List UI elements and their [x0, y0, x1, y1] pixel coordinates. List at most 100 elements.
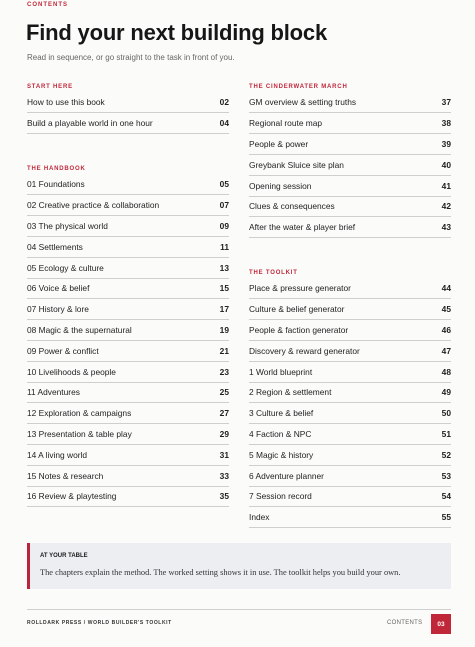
entry-title: 11 Adventures: [27, 387, 80, 398]
entry-title: Index: [249, 512, 270, 523]
entry-title: 14 A living world: [27, 449, 88, 460]
entry-page: 52: [441, 449, 451, 460]
entry-title: Clues & consequences: [249, 201, 335, 212]
callout-text: The chapters explain the method. The wor…: [40, 568, 401, 577]
entry-title: 6 Adventure planner: [249, 470, 324, 481]
toc-entry: 4 Faction & NPC 51: [249, 424, 451, 445]
entry-page: 11: [220, 241, 229, 252]
entry-title: Culture & belief generator: [249, 304, 345, 315]
entry-title: 2 Region & settlement: [249, 387, 332, 398]
toc-entry: 09 Power & conflict 21: [27, 341, 229, 362]
toc-entry: People & power 39: [249, 134, 451, 155]
entry-page: 38: [441, 118, 451, 129]
entry-page: 50: [441, 408, 451, 419]
entry-title: 4 Faction & NPC: [249, 429, 312, 440]
entry-title: 08 Magic & the supernatural: [27, 325, 132, 336]
entry-title: 15 Notes & research: [27, 470, 104, 481]
entry-page: 31: [219, 449, 229, 460]
page-title: Find your next building block: [26, 20, 327, 45]
entry-title: Regional route map: [249, 118, 323, 129]
entry-page: 45: [441, 304, 451, 315]
entry-page: 25: [219, 387, 229, 398]
toc-entry: Build a playable world in one hour 04: [27, 113, 229, 135]
toc-entry: 10 Livelihoods & people 23: [27, 362, 229, 383]
entry-page: 48: [441, 366, 451, 377]
toc-entry: 07 History & lore 17: [27, 299, 229, 321]
subtitle: Read in sequence, or go straight to the …: [27, 53, 235, 62]
entry-title: GM overview & setting truths: [249, 97, 357, 108]
entry-page: 42: [441, 201, 451, 212]
toc-entry: 08 Magic & the supernatural 19: [27, 320, 229, 341]
toc-entry: Regional route map 38: [249, 113, 451, 135]
entry-title: 10 Livelihoods & people: [27, 366, 116, 377]
entry-title: 13 Presentation & table play: [27, 429, 132, 440]
entry-title: People & power: [249, 139, 309, 150]
toc-entry: 13 Presentation & table play 29: [27, 424, 229, 445]
entry-page: 53: [441, 470, 451, 481]
entry-title: 1 World blueprint: [249, 366, 313, 377]
toc-entry: 04 Settlements 11: [27, 237, 229, 258]
entry-page: 21: [219, 345, 229, 356]
entry-page: 02: [219, 97, 229, 108]
toc-entry: Index 55: [249, 507, 451, 529]
entry-title: 02 Creative practice & collaboration: [27, 200, 160, 211]
entry-title: After the water & player brief: [249, 222, 356, 233]
entry-title: 7 Session record: [249, 491, 312, 502]
toc-entry: Greybank Sluice site plan 40: [249, 155, 451, 176]
footer-rule: [27, 609, 451, 610]
entry-page: 55: [441, 512, 451, 523]
toc-entry: 7 Session record 54: [249, 487, 451, 508]
entry-title: Opening session: [249, 180, 312, 191]
toc-entry: Discovery & reward generator 47: [249, 341, 451, 362]
toc-entry: Culture & belief generator 45: [249, 299, 451, 321]
entry-title: Discovery & reward generator: [249, 345, 360, 356]
toc-entry: 01 Foundations 05: [27, 175, 229, 196]
toc-entry: 12 Exploration & campaigns 27: [27, 403, 229, 425]
entry-title: Build a playable world in one hour: [27, 118, 153, 129]
toc-entry: 3 Culture & belief 50: [249, 403, 451, 425]
section-heading: THE HANDBOOK: [27, 166, 86, 172]
toc-entry: GM overview & setting truths 37: [249, 93, 451, 114]
entry-page: 39: [441, 139, 451, 150]
entry-title: 16 Review & playtesting: [27, 491, 117, 502]
entry-page: 46: [441, 325, 451, 336]
entry-page: 51: [441, 429, 451, 440]
entry-page: 23: [219, 366, 229, 377]
toc-entry: How to use this book 02: [27, 93, 229, 114]
entry-page: 13: [219, 262, 229, 273]
entry-page: 33: [219, 470, 229, 481]
toc-entry: 5 Magic & history 52: [249, 445, 451, 466]
section-heading: START HERE: [27, 84, 73, 90]
entry-title: Greybank Sluice site plan: [249, 159, 344, 170]
entry-page: 43: [441, 222, 451, 233]
toc-entry: Place & pressure generator 44: [249, 279, 451, 300]
entry-page: 27: [219, 408, 229, 419]
callout: AT YOUR TABLE The chapters explain the m…: [27, 543, 451, 589]
entry-title: 07 History & lore: [27, 304, 89, 315]
toc-entry: 03 The physical world 09: [27, 216, 229, 237]
toc-entry: 1 World blueprint 48: [249, 362, 451, 383]
toc-entry: 14 A living world 31: [27, 445, 229, 466]
entry-title: 3 Culture & belief: [249, 408, 314, 419]
entry-page: 47: [441, 345, 451, 356]
entry-page: 05: [219, 179, 229, 190]
entry-page: 19: [219, 325, 229, 336]
entry-page: 07: [219, 200, 229, 211]
section-heading: THE CINDERWATER MARCH: [249, 84, 348, 90]
entry-title: 05 Ecology & culture: [27, 262, 104, 273]
entry-page: 41: [441, 180, 451, 191]
entry-title: People & faction generator: [249, 325, 349, 336]
eyebrow: CONTENTS: [27, 2, 68, 8]
entry-title: Place & pressure generator: [249, 283, 351, 294]
toc-entry: After the water & player brief 43: [249, 217, 451, 239]
toc-entry: 6 Adventure planner 53: [249, 466, 451, 487]
entry-title: 06 Voice & belief: [27, 283, 90, 294]
entry-page: 17: [219, 304, 229, 315]
toc-entry: Opening session 41: [249, 176, 451, 197]
toc-entry: People & faction generator 46: [249, 320, 451, 341]
entry-title: 12 Exploration & campaigns: [27, 408, 132, 419]
entry-page: 54: [441, 491, 451, 502]
entry-title: How to use this book: [27, 97, 105, 108]
entry-page: 04: [219, 118, 229, 129]
